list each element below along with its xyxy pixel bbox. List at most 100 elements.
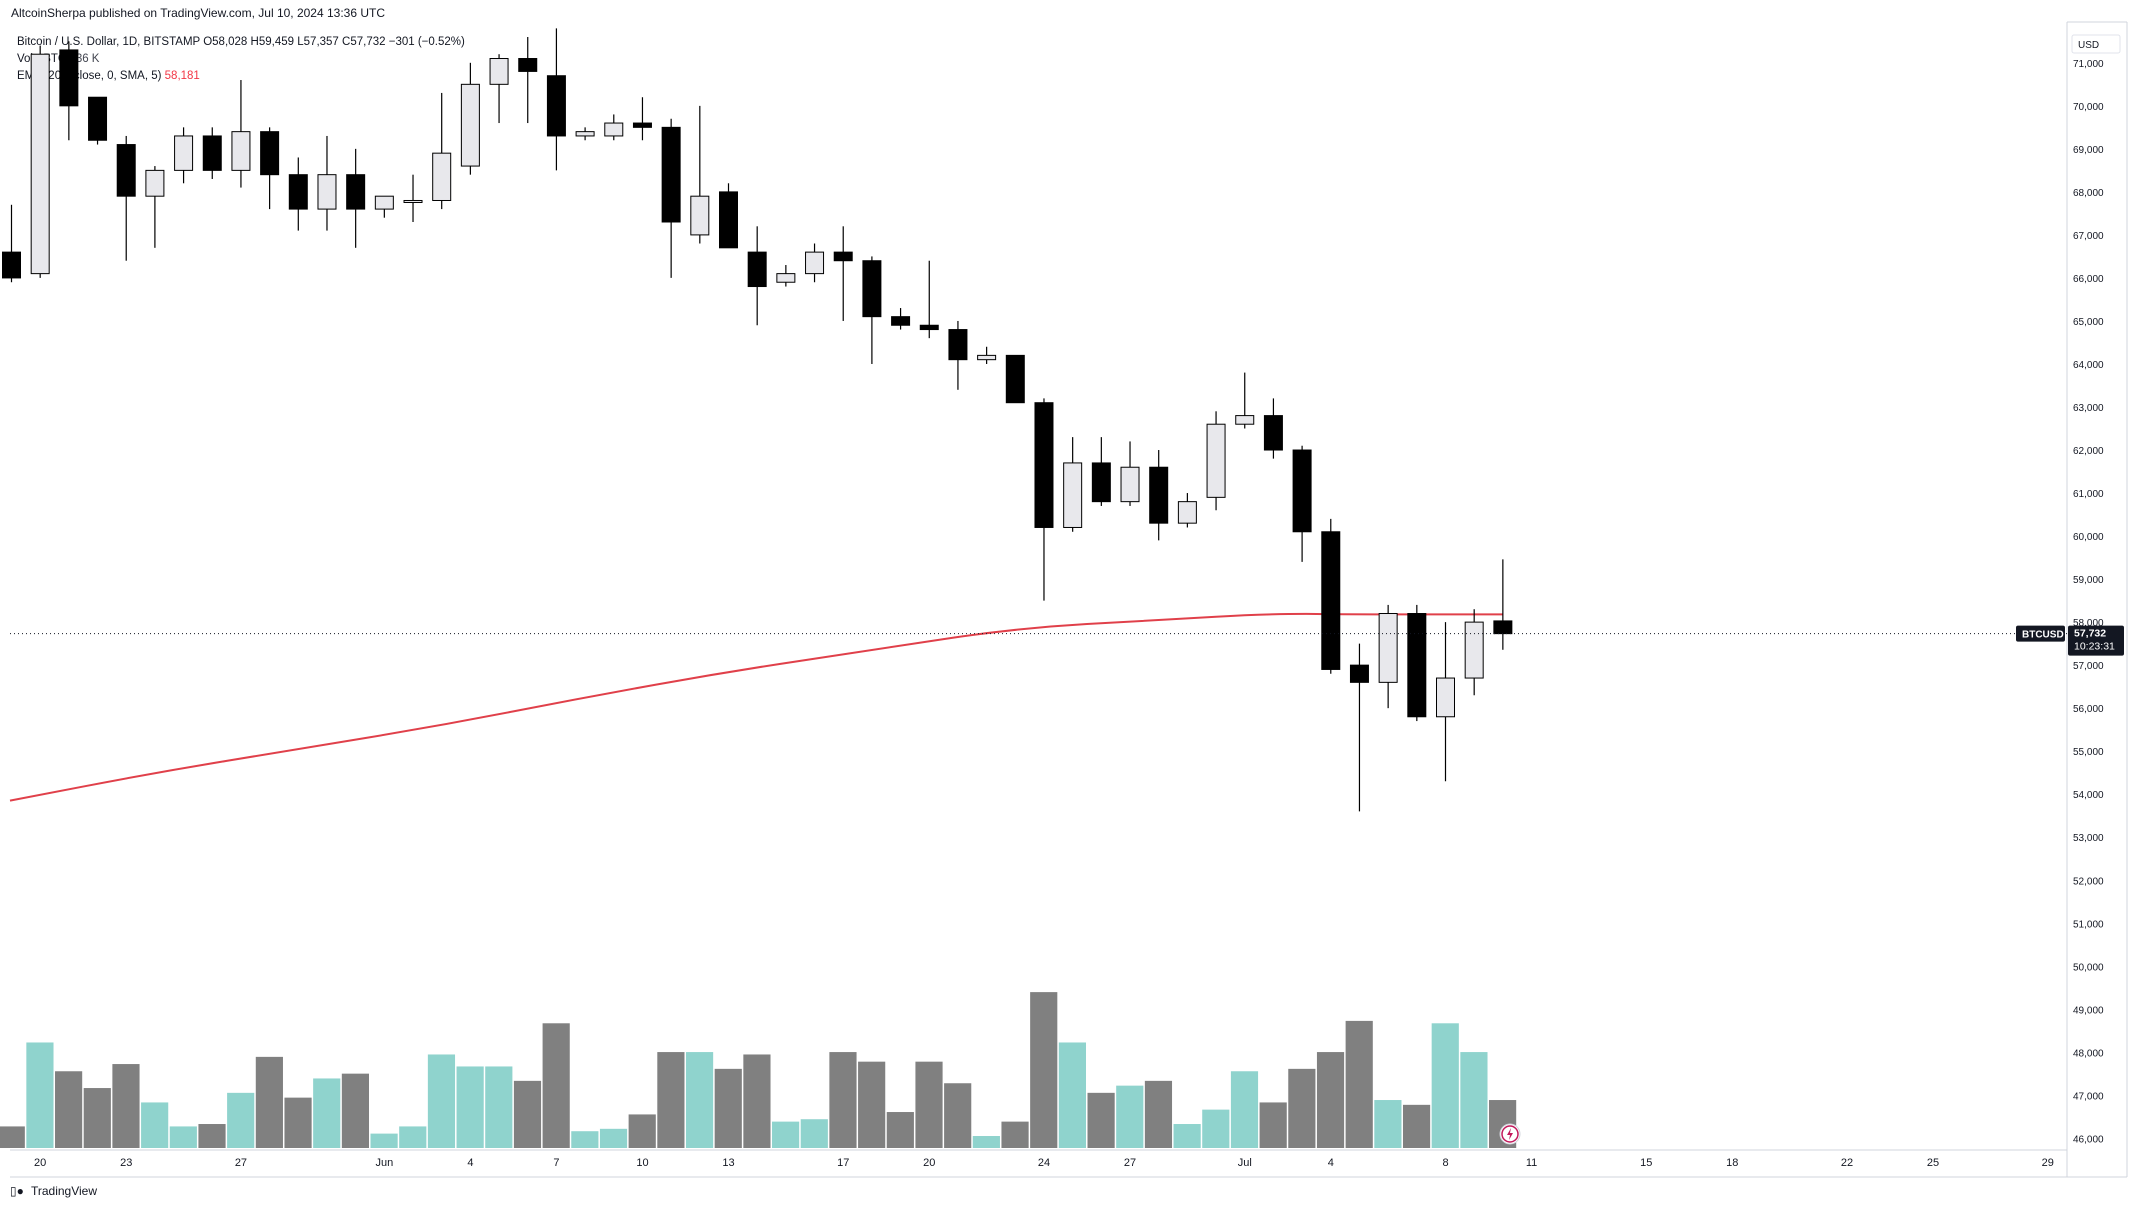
time-tick-label: 18 — [1726, 1157, 1738, 1169]
candle-body — [632, 122, 652, 128]
price-tick-label: 69,000 — [2073, 145, 2104, 156]
candle — [948, 320, 968, 390]
candle — [260, 127, 280, 210]
volume-bar — [743, 1054, 771, 1148]
candle — [919, 260, 939, 339]
volume-bar — [1116, 1085, 1144, 1148]
volume-bar — [456, 1066, 484, 1148]
volume-bar — [858, 1061, 886, 1148]
candle-body — [116, 144, 136, 197]
time-tick-label: 24 — [1038, 1157, 1050, 1169]
candle — [88, 96, 108, 145]
price-tick-label: 55,000 — [2073, 747, 2104, 758]
volume-bar — [112, 1064, 140, 1148]
volume-bar — [227, 1092, 255, 1148]
price-tick-label: 65,000 — [2073, 317, 2104, 328]
candle — [374, 195, 394, 218]
candle-body — [977, 354, 997, 361]
candle-body — [776, 273, 796, 283]
bar-countdown: 10:23:31 — [2074, 641, 2115, 653]
candle — [1120, 441, 1140, 506]
price-tick-label: 63,000 — [2073, 403, 2104, 414]
tradingview-logo-icon: ▯● — [10, 1184, 24, 1198]
time-tick-label: 22 — [1841, 1157, 1853, 1169]
candle-body — [833, 251, 853, 262]
candle — [575, 127, 595, 141]
volume-bar — [399, 1126, 427, 1148]
price-tick-label: 59,000 — [2073, 575, 2104, 586]
candle-body — [1206, 423, 1226, 498]
high-label: H — [250, 36, 259, 48]
candle — [460, 62, 480, 175]
replay-icon[interactable] — [1499, 1123, 1521, 1145]
candle-body — [145, 169, 165, 197]
time-axis[interactable]: 20 23 27 Jun 4 7 10 13 17 20 24 27 Jul 4 8 11 15 18 22 25 29 — [34, 1157, 2054, 1169]
candle — [833, 226, 853, 321]
legend-symbol: Bitcoin / U.S. Dollar, 1D, BITSTAMP — [17, 36, 200, 48]
currency-label: USD — [2078, 40, 2099, 51]
candlesticks — [2, 28, 1513, 812]
candle — [174, 127, 194, 184]
price-tick-label: 71,000 — [2073, 59, 2104, 70]
candle — [862, 256, 882, 364]
candle-body — [661, 126, 681, 223]
volume-bar — [1259, 1102, 1287, 1148]
volume-bar — [427, 1054, 456, 1148]
last-price-tag-bg — [2068, 625, 2124, 656]
time-tick-label: 8 — [1442, 1157, 1448, 1169]
price-tick-label: 58,000 — [2073, 618, 2104, 629]
candle-body — [1436, 677, 1455, 718]
price-tick-label: 53,000 — [2073, 833, 2104, 844]
candle — [1436, 622, 1455, 782]
price-tick-label: 64,000 — [2073, 360, 2104, 371]
candle-body — [460, 83, 480, 167]
low-value: 57,357 — [303, 36, 339, 48]
volume-bar — [571, 1131, 599, 1148]
time-tick-label: 11 — [1526, 1157, 1537, 1169]
tradingview-logo[interactable]: ▯● TradingView — [10, 1184, 97, 1198]
time-tick-label: 7 — [553, 1157, 559, 1169]
candle-body — [1005, 354, 1025, 404]
candle — [661, 118, 681, 278]
candle-body — [1349, 664, 1369, 683]
candle — [30, 45, 50, 278]
candle — [1177, 493, 1197, 528]
price-tick-label: 67,000 — [2073, 231, 2104, 242]
candle — [1149, 450, 1169, 541]
time-tick-label: 10 — [636, 1157, 648, 1169]
legend-ohlc: O58,028 H59,459 L57,357 C57,732 −301 (−0… — [203, 36, 465, 48]
price-tick-label: 68,000 — [2073, 188, 2104, 199]
volume-bar — [26, 1042, 54, 1148]
candle — [1091, 437, 1111, 506]
time-tick-label: 27 — [1124, 1157, 1136, 1169]
price-tick-label: 48,000 — [2073, 1048, 2104, 1059]
price-tick-label: 49,000 — [2073, 1005, 2104, 1016]
candle — [317, 135, 337, 231]
high-value: 59,459 — [258, 36, 295, 48]
volume-bar — [685, 1052, 714, 1148]
legend-ema-row[interactable]: EMA (200, close, 0, SMA, 5) 58,181 — [17, 68, 465, 85]
currency-button[interactable]: USD — [2071, 34, 2121, 54]
legend-symbol-row[interactable]: Bitcoin / U.S. Dollar, 1D, BITSTAMP O58,… — [17, 34, 465, 51]
volume-bar — [714, 1068, 742, 1148]
low-label: L — [297, 36, 304, 48]
volume-bar — [284, 1097, 312, 1148]
time-tick-label: 20 — [34, 1157, 46, 1169]
time-tick-label: 13 — [722, 1157, 734, 1169]
close-value: 57,732 — [350, 36, 386, 48]
candle-body — [1378, 613, 1398, 683]
candle — [719, 183, 738, 249]
price-tick-label: 60,000 — [2073, 532, 2104, 543]
candle-body — [288, 174, 308, 210]
volume-bar — [313, 1078, 341, 1148]
volume-bar — [169, 1126, 197, 1148]
volume-bar — [1058, 1042, 1086, 1148]
candle — [1034, 398, 1054, 601]
price-axis[interactable]: 46,000 47,000 48,000 49,000 50,000 51,000 52,0… — [2073, 59, 2104, 1146]
chart-legend: Bitcoin / U.S. Dollar, 1D, BITSTAMP O58,… — [17, 34, 465, 85]
time-tick-label: 23 — [120, 1157, 132, 1169]
candle — [1349, 643, 1369, 812]
volume-bar — [772, 1121, 800, 1148]
candle — [1063, 437, 1083, 532]
